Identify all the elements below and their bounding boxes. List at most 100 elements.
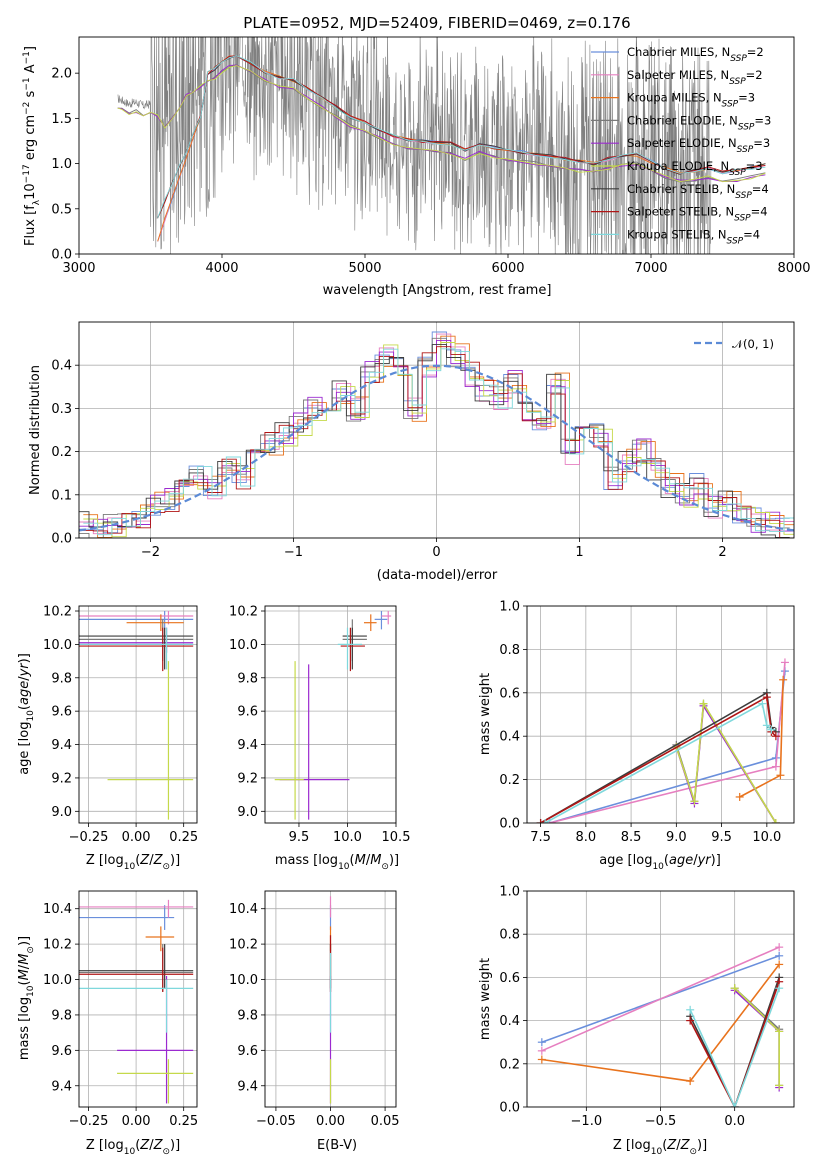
model-line bbox=[117, 65, 766, 183]
y-axis-label: mass [log10(M/M⊙)] bbox=[17, 936, 36, 1060]
x-tick-label: 0 bbox=[432, 545, 440, 560]
legend-label: Kroupa MILES, NSSP=3 bbox=[627, 91, 755, 110]
x-tick-label: 0.0 bbox=[724, 1114, 745, 1129]
y-tick-label: 9.6 bbox=[237, 1044, 258, 1059]
y-tick-label: 2.0 bbox=[51, 67, 72, 82]
axes-mass-weight-vs-age: 7.5 8.0 8.5 9.0 9.5 10.0 0.0 0.2 0.4 0.6 0.8 1.0 bbox=[499, 600, 795, 845]
plot-area bbox=[79, 891, 197, 1107]
y-tick-label: 10.2 bbox=[43, 605, 72, 620]
x-tick-label: 3000 bbox=[62, 261, 95, 276]
x-tick-label: 8.5 bbox=[621, 830, 642, 845]
x-axis-label: Z [log10(Z/Z⊙)] bbox=[86, 853, 180, 872]
x-axis-label: mass [log10(M/M⊙)] bbox=[275, 853, 399, 872]
x-axis-label: wavelength [Angstrom, rest frame] bbox=[323, 283, 552, 298]
legend-label: Chabrier STELIB, NSSP=4 bbox=[627, 182, 769, 201]
y-tick-label: 0.3 bbox=[51, 402, 72, 417]
x-tick-label: 7.5 bbox=[530, 830, 551, 845]
x-axis-label: Z [log10(Z/Z⊙)] bbox=[86, 1138, 180, 1157]
x-tick-label: 10.0 bbox=[752, 830, 781, 845]
axes-mass-vs-z: −0.25 0.00 0.25 9.4 9.6 9.8 10.0 10.2 10.4 bbox=[43, 890, 198, 1129]
plot-area bbox=[79, 606, 197, 823]
axes-mass-weight-vs-z: −1.0 −0.5 0.0 0.0 0.2 0.4 0.6 0.8 1.0 bbox=[499, 885, 795, 1129]
y-tick-label: 0.4 bbox=[499, 730, 520, 745]
y-tick-label: 9.8 bbox=[51, 671, 72, 686]
x-tick-label: 4000 bbox=[205, 261, 238, 276]
legend: Chabrier MILES, NSSP=2 Salpeter MILES, NS… bbox=[591, 45, 771, 246]
data-spectrum bbox=[117, 37, 712, 254]
y-tick-label: 0.6 bbox=[499, 971, 520, 986]
y-tick-label: 10.4 bbox=[43, 902, 72, 917]
histogram-step bbox=[79, 337, 790, 538]
legend-label: 𝒩(0, 1) bbox=[732, 337, 774, 351]
x-tick-label: 8.0 bbox=[575, 830, 596, 845]
y-tick-label: 0.0 bbox=[51, 532, 72, 547]
axes-frame bbox=[264, 605, 397, 824]
x-tick-label: 0.05 bbox=[371, 1114, 400, 1129]
x-tick-label: 0.25 bbox=[169, 1114, 198, 1129]
y-tick-label: 9.8 bbox=[51, 1008, 72, 1023]
series-line bbox=[540, 695, 777, 823]
axes-spectrum: 3000 4000 5000 6000 7000 8000 0.0 0.5 1.0 1.5 2.0 bbox=[51, 36, 811, 276]
y-tick-label: 0.8 bbox=[499, 643, 520, 658]
y-tick-label: 9.8 bbox=[237, 1008, 258, 1023]
axes-residuals: −2 −1 0 1 2 0.0 0.1 0.2 0.3 0.4 bbox=[51, 321, 795, 560]
plot-area bbox=[117, 37, 766, 254]
y-tick-label: 9.4 bbox=[51, 1079, 72, 1094]
series-line bbox=[544, 702, 772, 823]
y-tick-label: 10.0 bbox=[229, 638, 258, 653]
y-tick-label: 0.0 bbox=[499, 1101, 520, 1116]
y-tick-label: 0.8 bbox=[499, 928, 520, 943]
x-tick-label: 10.0 bbox=[333, 830, 362, 845]
series-line bbox=[675, 701, 777, 823]
axes-age-vs-z: −0.25 0.00 0.25 9.0 9.2 9.4 9.6 9.8 10.0 10.2 bbox=[43, 605, 198, 845]
legend-label: Salpeter MILES, NSSP=2 bbox=[627, 68, 763, 87]
x-tick-label: 8000 bbox=[777, 261, 810, 276]
model-line bbox=[157, 55, 766, 218]
x-tick-label: −0.25 bbox=[69, 1114, 109, 1129]
x-tick-label: 0.25 bbox=[169, 830, 198, 845]
legend-label: Kroupa ELODIE, NSSP=3 bbox=[627, 159, 763, 178]
legend-label: Salpeter STELIB, NSSP=4 bbox=[627, 205, 768, 224]
x-tick-label: 2 bbox=[718, 545, 726, 560]
axes-frame bbox=[78, 36, 795, 255]
x-tick-label: 1 bbox=[575, 545, 583, 560]
axes-frame bbox=[78, 890, 198, 1108]
axes-frame bbox=[78, 321, 795, 539]
histogram-step bbox=[83, 342, 794, 538]
y-tick-label: 0.1 bbox=[51, 488, 72, 503]
y-tick-label: 10.2 bbox=[229, 938, 258, 953]
y-tick-label: 10.2 bbox=[43, 938, 72, 953]
y-tick-label: 9.2 bbox=[237, 771, 258, 786]
y-tick-label: 9.6 bbox=[51, 705, 72, 720]
series-line bbox=[689, 987, 780, 1107]
x-tick-label: −0.05 bbox=[256, 1114, 296, 1129]
y-tick-label: 10.2 bbox=[229, 605, 258, 620]
y-tick-label: 0.0 bbox=[51, 248, 72, 263]
x-tick-label: 5000 bbox=[348, 261, 381, 276]
axes-frame bbox=[526, 605, 795, 824]
axes-age-vs-mass: 9.5 10.0 10.5 9.0 9.2 9.4 9.6 9.8 10.0 10.2 bbox=[229, 605, 410, 845]
x-tick-label: −0.25 bbox=[69, 830, 109, 845]
y-tick-label: 0.0 bbox=[499, 817, 520, 832]
y-tick-label: 0.4 bbox=[499, 1014, 520, 1029]
x-axis-label: Z [log10(Z/Z⊙)] bbox=[613, 1138, 707, 1157]
y-tick-label: 9.6 bbox=[51, 1044, 72, 1059]
y-tick-label: 0.2 bbox=[51, 445, 72, 460]
x-tick-label: 9.0 bbox=[666, 830, 687, 845]
y-axis-label: mass weight bbox=[478, 673, 493, 755]
y-tick-label: 0.2 bbox=[499, 1057, 520, 1072]
series-line bbox=[675, 701, 777, 823]
y-tick-label: 9.2 bbox=[51, 771, 72, 786]
y-tick-label: 9.4 bbox=[237, 1079, 258, 1094]
x-axis-label: age [log10(age/yr)] bbox=[599, 853, 721, 872]
x-tick-label: 0.00 bbox=[316, 1114, 345, 1129]
axes-frame bbox=[264, 890, 397, 1108]
x-tick-label: −1.0 bbox=[571, 1114, 603, 1129]
y-tick-label: 10.0 bbox=[43, 973, 72, 988]
plot-area bbox=[527, 606, 794, 823]
x-tick-label: 9.5 bbox=[289, 830, 310, 845]
histogram-step bbox=[79, 339, 794, 533]
plot-area bbox=[79, 322, 794, 538]
x-tick-label: −1 bbox=[284, 545, 303, 560]
